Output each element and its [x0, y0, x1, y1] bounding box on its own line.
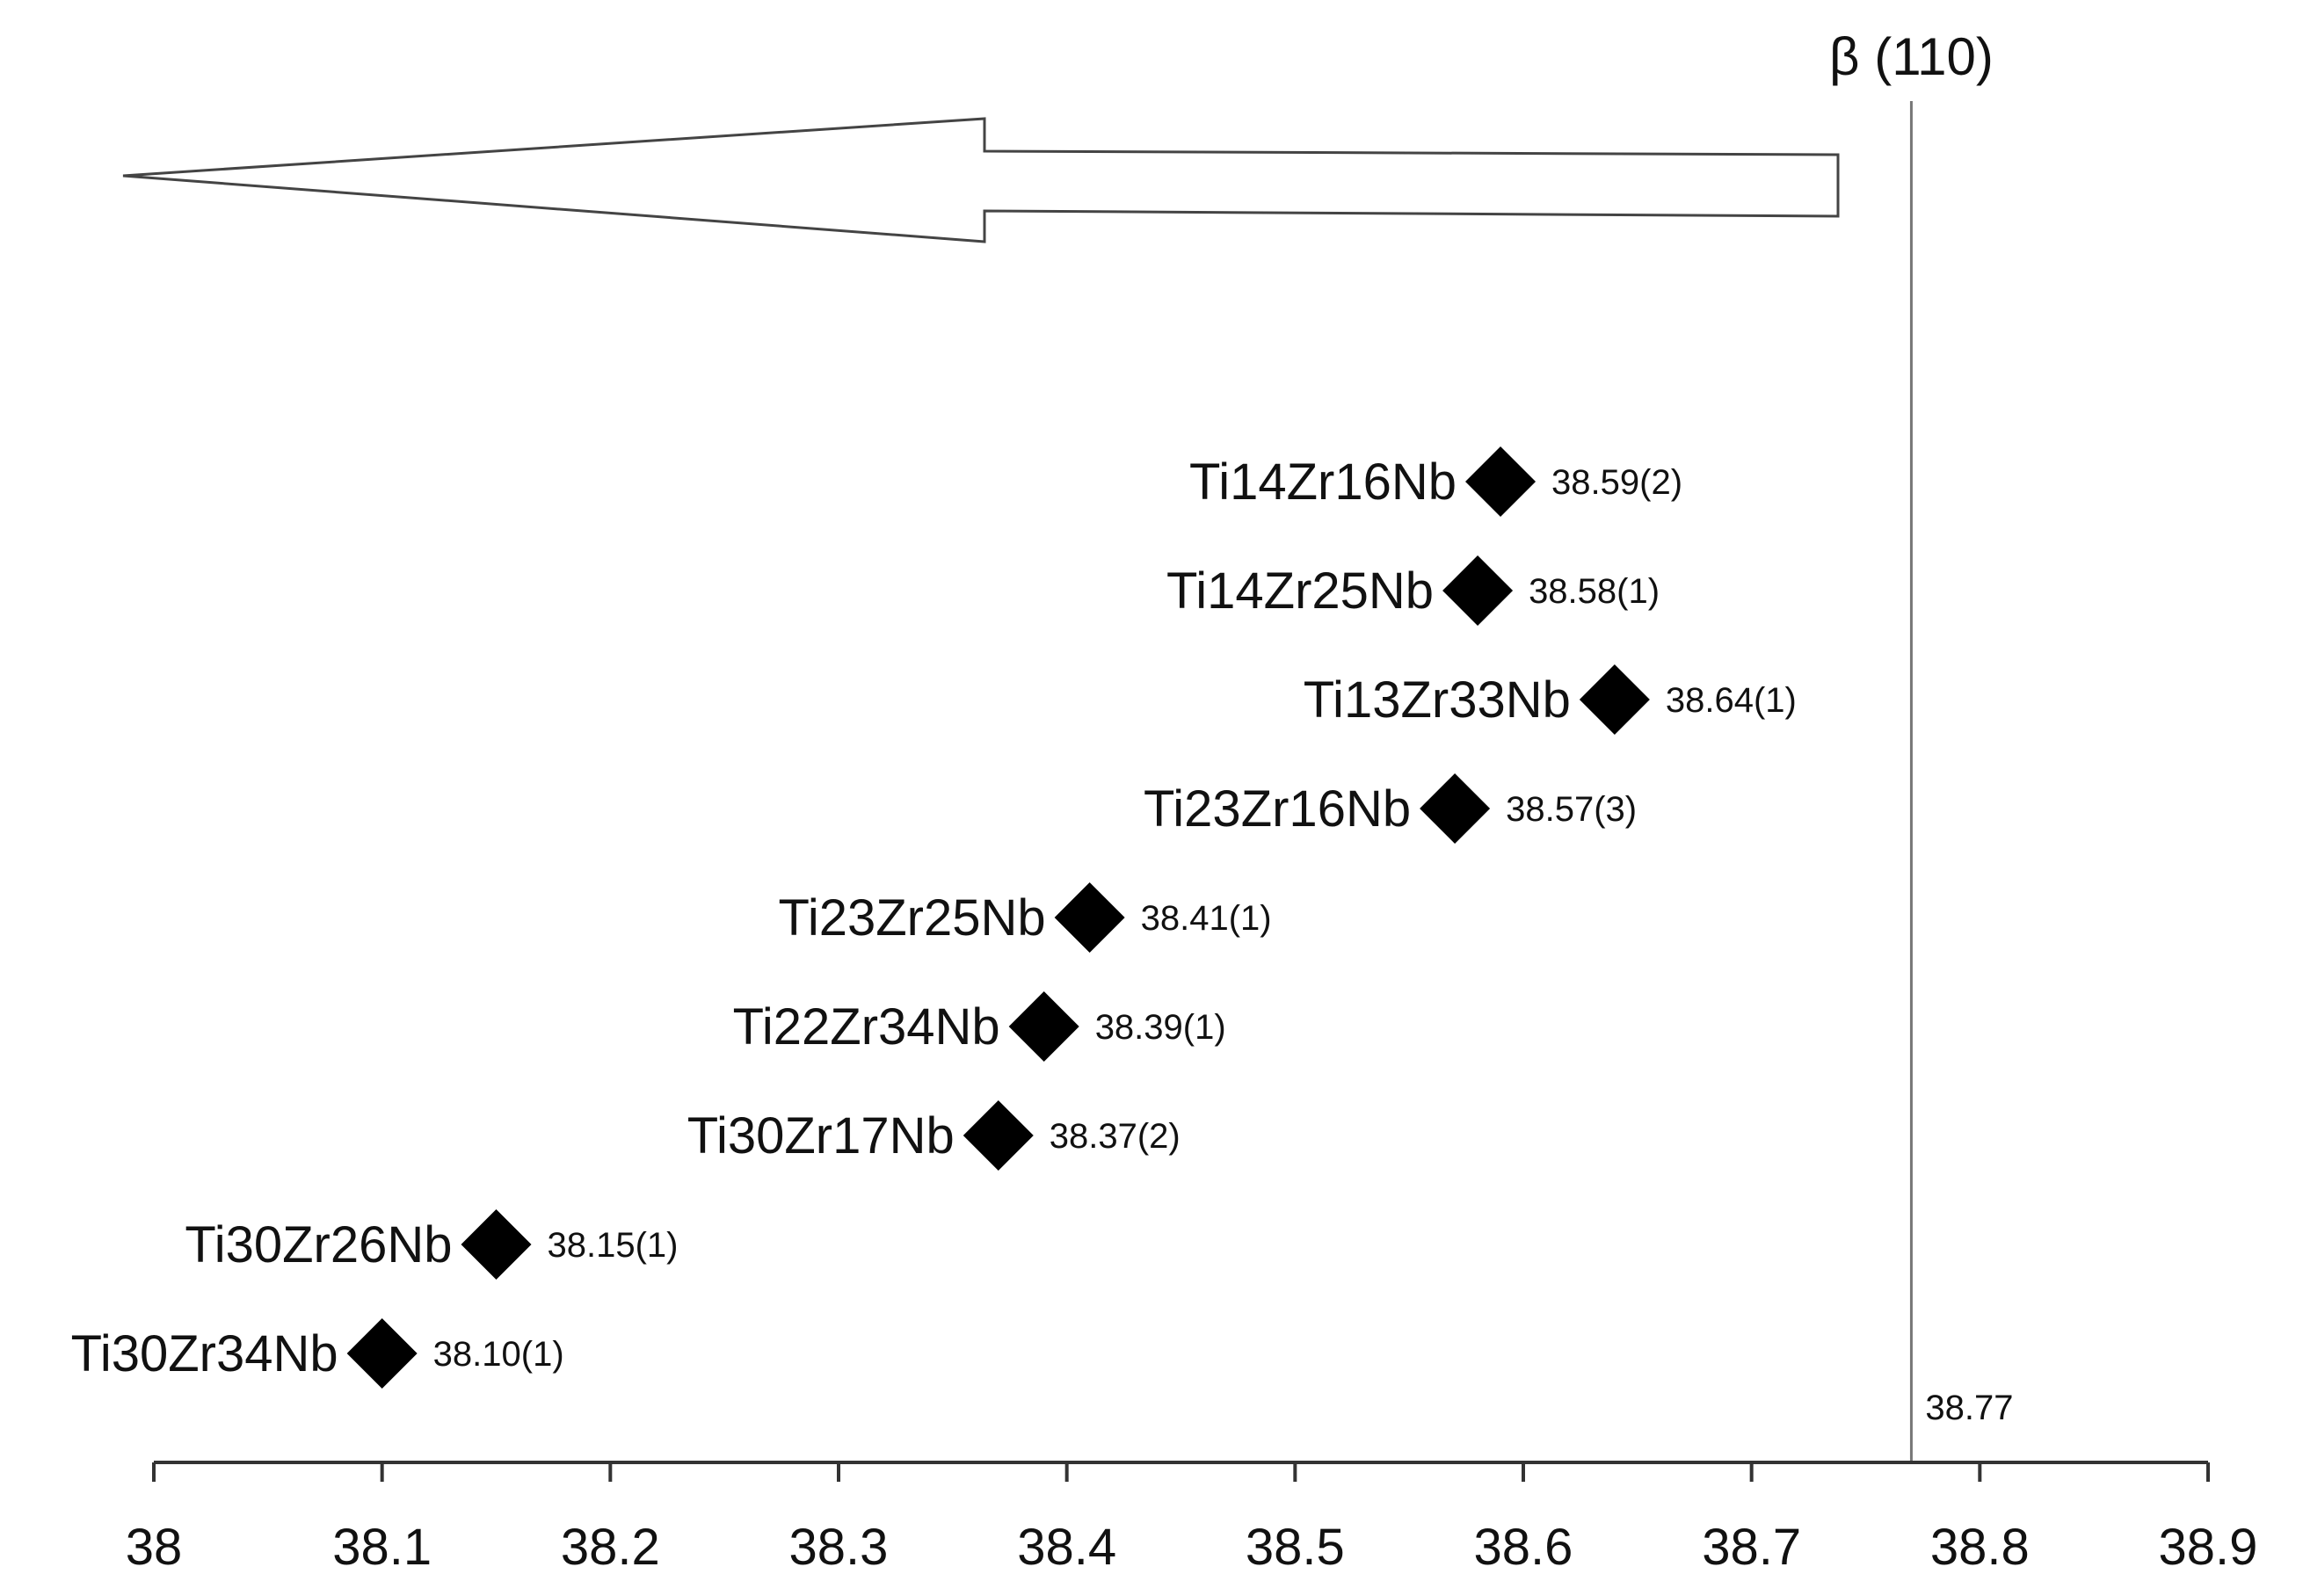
x-axis: 38 38.1 38.2 38.3 38.4 38.5 38.6 38.7 38.8 38.9	[126, 1461, 2258, 1576]
data-point-marker	[1054, 882, 1125, 953]
data-point-marker	[1420, 773, 1491, 844]
data-point-group: Ti30Zr26Nb 38.15(1)	[185, 1209, 678, 1280]
x-tick-label: 38.3	[789, 1519, 889, 1576]
data-point-marker	[1465, 446, 1537, 517]
x-tick-label: 38.9	[2159, 1519, 2258, 1576]
x-tick-label: 38.5	[1246, 1519, 1345, 1576]
sample-label: Ti14Zr25Nb	[1166, 562, 1434, 620]
data-value-label: 38.64(1)	[1666, 681, 1797, 720]
data-point-marker	[963, 1100, 1034, 1171]
data-point-marker	[346, 1318, 418, 1389]
data-value-label: 38.15(1)	[548, 1226, 679, 1265]
data-point-marker	[461, 1209, 532, 1280]
shift-direction-arrow	[122, 117, 1840, 243]
x-tick-label: 38.2	[561, 1519, 660, 1576]
sample-label: Ti30Zr34Nb	[71, 1325, 338, 1382]
data-point-marker	[1442, 555, 1514, 626]
data-point-group: Ti14Zr16Nb 38.59(2)	[1189, 446, 1682, 517]
sample-label: Ti30Zr26Nb	[185, 1216, 452, 1273]
sample-label: Ti14Zr16Nb	[1189, 453, 1457, 511]
data-point-group: Ti23Zr16Nb 38.57(3)	[1144, 773, 1637, 844]
data-value-label: 38.58(1)	[1529, 572, 1660, 611]
data-point-marker	[1579, 664, 1650, 735]
data-point-group: Ti30Zr34Nb 38.10(1)	[71, 1318, 564, 1389]
data-point-group: Ti13Zr33Nb 38.64(1)	[1304, 664, 1797, 735]
data-value-label: 38.59(2)	[1551, 463, 1682, 502]
x-tick-label: 38.6	[1474, 1519, 1573, 1576]
data-point-group: Ti22Zr34Nb 38.39(1)	[733, 991, 1226, 1062]
reference-line-value: 38.77	[1925, 1389, 2013, 1427]
reference-line-title: β (110)	[1829, 27, 1994, 86]
data-value-label: 38.37(2)	[1050, 1117, 1181, 1156]
data-point-marker	[1008, 991, 1079, 1062]
x-tick-label: 38.7	[1702, 1519, 1801, 1576]
data-points: Ti14Zr16Nb 38.59(2) Ti14Zr25Nb 38.58(1) Ti13…	[71, 446, 1797, 1389]
shift-arrow-shape	[122, 117, 1840, 243]
data-value-label: 38.57(3)	[1506, 790, 1637, 829]
sample-label: Ti23Zr25Nb	[779, 889, 1046, 947]
reference-line-group: β (110) 38.77	[1829, 27, 2014, 1462]
sample-label: Ti13Zr33Nb	[1304, 671, 1571, 729]
data-value-label: 38.10(1)	[433, 1335, 564, 1374]
data-value-label: 38.39(1)	[1095, 1008, 1226, 1047]
x-tick-label: 38.4	[1017, 1519, 1116, 1576]
x-tick-label: 38.1	[332, 1519, 432, 1576]
data-value-label: 38.41(1)	[1141, 899, 1272, 938]
sample-label: Ti22Zr34Nb	[733, 998, 1000, 1056]
x-tick-label: 38.8	[1930, 1519, 2030, 1576]
sample-label: Ti30Zr17Nb	[687, 1107, 955, 1164]
data-point-group: Ti23Zr25Nb 38.41(1)	[779, 882, 1272, 953]
sample-label: Ti23Zr16Nb	[1144, 780, 1411, 838]
data-point-group: Ti14Zr25Nb 38.58(1)	[1166, 555, 1660, 626]
x-tick-label: 38	[126, 1519, 183, 1576]
data-point-group: Ti30Zr17Nb 38.37(2)	[687, 1100, 1181, 1171]
